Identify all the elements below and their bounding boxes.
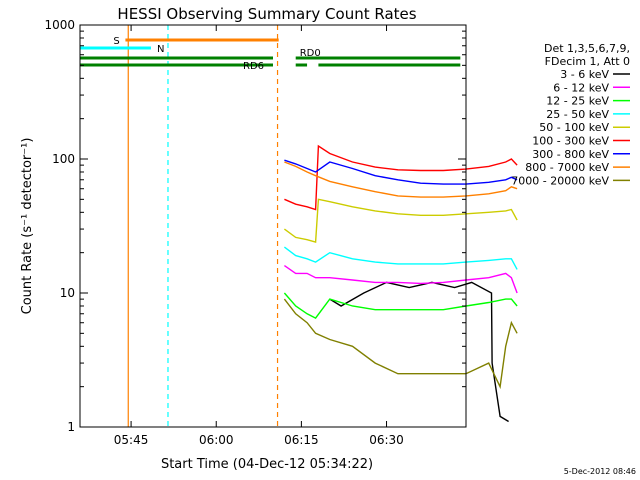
footer-timestamp: 5-Dec-2012 08:46 [564,467,636,476]
x-axis: 05:45 06:00 06:15 06:30 [114,25,404,447]
legend-label-7: 300 - 800 keV [532,148,609,161]
y-tick-label-2: 10 [60,286,75,300]
x-tick-label-2: 06:00 [199,433,234,447]
flag-label-s: S [113,36,119,47]
series-line-5 [283,198,518,244]
y-axis: 1 10 100 1000 [44,18,466,434]
y-tick-label-4: 1000 [44,18,75,32]
legend-label-3: 12 - 25 keV [546,95,609,108]
legend-label-6: 100 - 300 keV [532,135,609,148]
series-line-3 [283,292,518,319]
series-line-6 [284,144,518,211]
series-line-7 [284,159,518,185]
legend-label-8: 800 - 7000 keV [525,161,609,174]
flag-label-n: N [157,44,164,55]
legend-label-5: 50 - 100 keV [539,121,609,134]
y-axis-label: Count Rate (s⁻¹ detector⁻¹) [20,138,35,315]
legend-label-1: 3 - 6 keV [560,68,609,81]
series-line-9 [283,298,518,390]
legend: Det 1,3,5,6,7,9, FDecim 1, Att 0 3 - 6 k… [511,42,630,187]
flag-label-rd6: RD6 [243,61,264,72]
legend-label-4: 25 - 50 keV [546,108,609,121]
x-tick-label-4: 06:30 [369,433,404,447]
chart-title: HESSI Observing Summary Count Rates [117,5,416,23]
series-line-8 [284,161,518,198]
y-tick-label-3: 100 [52,152,75,166]
flag-label-rd0: RD0 [300,48,321,59]
x-tick-label-3: 06:15 [284,433,319,447]
series-line-4 [283,246,518,270]
x-axis-label: Start Time (04-Dec-12 05:34:22) [161,457,373,472]
y-tick-label-1: 1 [67,420,75,434]
legend-label-9: 7000 - 20000 keV [511,174,609,187]
legend-label-2: 6 - 12 keV [553,81,609,94]
series-line-2 [284,265,518,294]
plot-frame [79,24,467,428]
legend-header-line-2: FDecim 1, Att 0 [545,55,630,68]
plot-area: S N RD0 RD6 [80,25,518,427]
legend-header-line-1: Det 1,3,5,6,7,9, [544,42,630,55]
x-tick-label-1: 05:45 [114,433,149,447]
